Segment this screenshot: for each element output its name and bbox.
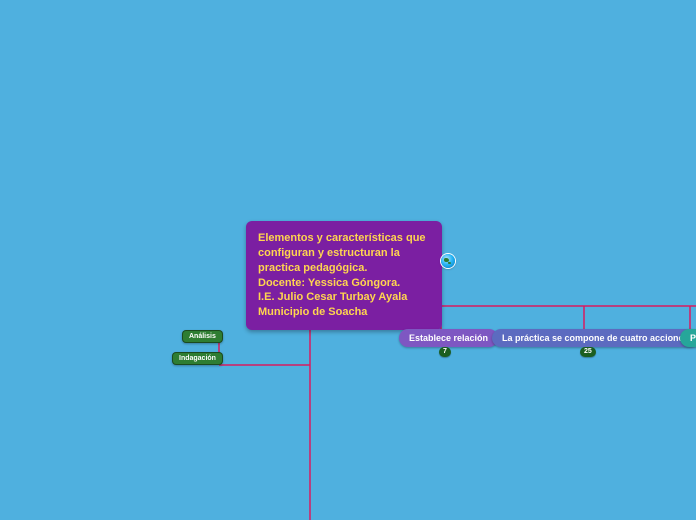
node-establece-relacion[interactable]: Establece relación (399, 329, 498, 347)
node-analisis[interactable]: Análisis (182, 330, 223, 343)
node-label: Establece relación (409, 333, 488, 343)
root-line-2: Docente: Yessica Góngora. (258, 277, 400, 289)
node-label: La práctica se compone de cuatro accione… (502, 333, 689, 343)
root-line-4: Municipio de Soacha (258, 306, 367, 318)
node-cuatro-acciones[interactable]: La práctica se compone de cuatro accione… (492, 329, 696, 347)
globe-icon[interactable] (441, 254, 455, 268)
node-label: Análisis (189, 333, 216, 340)
mindmap-canvas[interactable]: Elementos y características que configur… (0, 0, 696, 520)
node-indagacion[interactable]: Indagación (172, 352, 223, 365)
root-line-1: Elementos y características que configur… (258, 232, 426, 274)
node-label: Prá (690, 333, 696, 343)
node-label: Indagación (179, 355, 216, 362)
badge-cuatro-acciones[interactable]: 25 (580, 347, 596, 357)
badge-establece[interactable]: 7 (439, 347, 451, 357)
root-topic[interactable]: Elementos y características que configur… (246, 221, 442, 330)
node-pra-truncated[interactable]: Prá (680, 329, 696, 347)
root-line-3: I.E. Julio Cesar Turbay Ayala (258, 291, 407, 303)
